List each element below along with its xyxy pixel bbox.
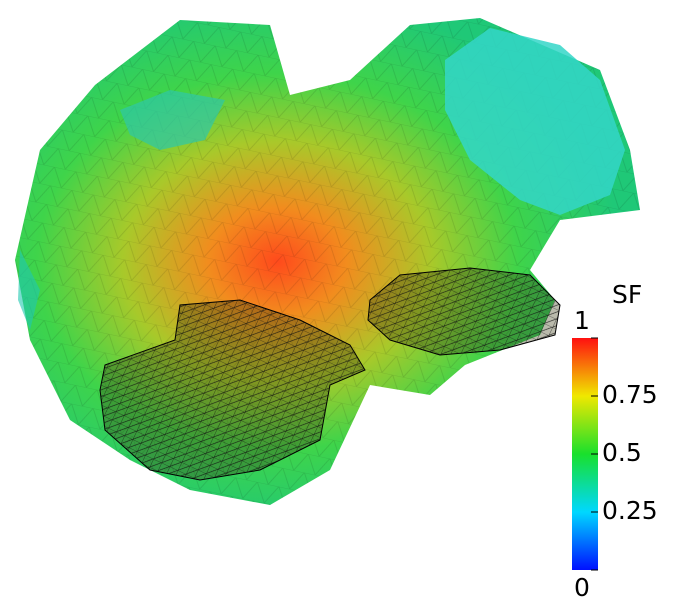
tick-label: 0.25 <box>602 496 658 525</box>
colorbar: SF 0 0.25 0.5 0.75 1 <box>572 280 658 602</box>
tick-label: 1 <box>574 306 590 335</box>
tick-label: 0 <box>574 573 590 602</box>
tick-label: 0.75 <box>602 380 658 409</box>
colorbar-title: SF <box>612 280 642 309</box>
tick-label: 0.5 <box>602 438 642 467</box>
wireframe-overlays <box>99 267 561 481</box>
